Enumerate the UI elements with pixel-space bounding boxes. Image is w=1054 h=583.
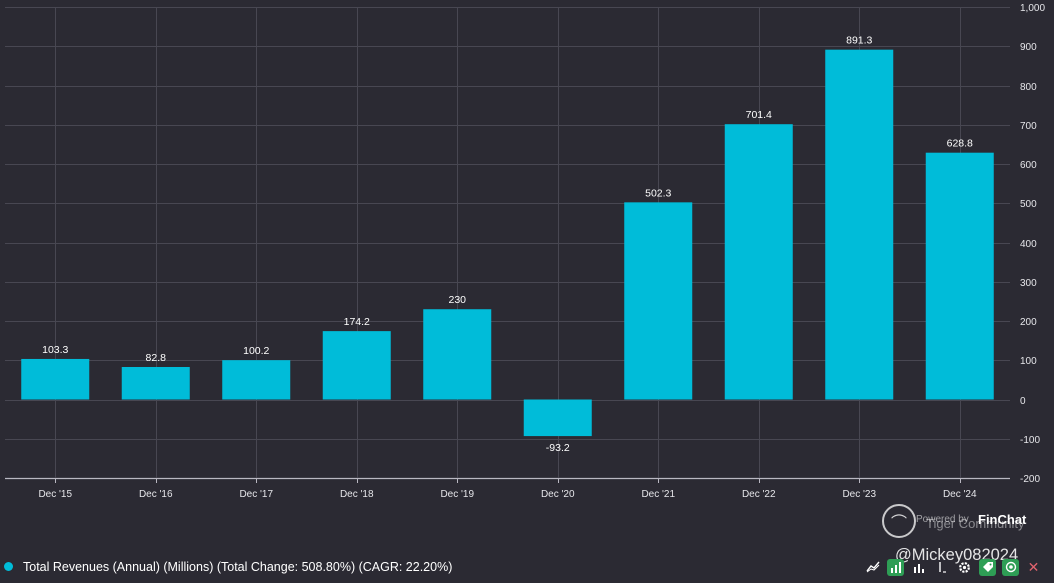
- revenue-bar-chart: 103.3 82.8 100.2 174.2 230 -93.2 502.3 701.4 891…: [5, 3, 1045, 500]
- bar[interactable]: [825, 49, 894, 400]
- y-tick-label: 300: [1020, 278, 1037, 289]
- bar[interactable]: [222, 360, 291, 400]
- y-tick-label: -200: [1020, 474, 1040, 485]
- bar[interactable]: [724, 124, 793, 400]
- x-tick-label: Dec '23: [842, 489, 876, 500]
- x-tick-label: Dec '17: [239, 489, 273, 500]
- y-tick-label: 500: [1020, 199, 1037, 210]
- close-icon[interactable]: ✕: [1027, 558, 1040, 575]
- y-axis-ticks: -200 -100 0 100 200 300 400 500 600 700 800 900 1,00…: [1020, 3, 1045, 485]
- bar-value-label: 82.8: [146, 352, 167, 364]
- bar[interactable]: [925, 152, 994, 400]
- settings-icon[interactable]: [956, 559, 973, 576]
- x-tick-label: Dec '21: [641, 489, 675, 500]
- line-chart-icon[interactable]: [864, 559, 881, 576]
- bar-value-label: 103.3: [42, 344, 68, 356]
- y-tick-label: 1,000: [1020, 3, 1045, 14]
- y-tick-label: 900: [1020, 42, 1037, 53]
- bar-value-label: 891.3: [846, 35, 872, 47]
- tag-icon[interactable]: [979, 558, 996, 576]
- bar-value-label: 701.4: [746, 109, 772, 121]
- community-text: Tiger Community: [926, 516, 1025, 531]
- legend-label[interactable]: Total Revenues (Annual) (Millions) (Tota…: [23, 559, 453, 574]
- bar[interactable]: [423, 309, 492, 400]
- y-tick-label: 400: [1020, 239, 1037, 250]
- bar-chart-alt-icon[interactable]: [910, 559, 927, 576]
- x-tick-label: Dec '24: [943, 489, 977, 500]
- y-tick-label: 100: [1020, 356, 1037, 367]
- x-tick-label: Dec '16: [139, 489, 173, 500]
- bar[interactable]: [624, 202, 693, 400]
- finchat-brand: FinChat: [978, 512, 1027, 527]
- bar-value-label: 230: [448, 294, 466, 306]
- y-tick-label: 700: [1020, 121, 1037, 132]
- y-tick-label: 800: [1020, 82, 1037, 93]
- bar-value-label: -93.2: [546, 442, 570, 454]
- bar-value-label: 628.8: [947, 138, 973, 150]
- tiger-logo-icon: ⌒: [882, 504, 916, 538]
- legend-dot-icon: [4, 562, 13, 571]
- x-tick-label: Dec '19: [440, 489, 474, 500]
- bar-value-label: 100.2: [243, 345, 269, 357]
- bar[interactable]: [121, 367, 190, 400]
- powered-by-text: Powered by: [916, 514, 969, 525]
- y-tick-label: -100: [1020, 435, 1040, 446]
- bars: [21, 49, 994, 437]
- bar[interactable]: [21, 358, 90, 400]
- chart-toolbar: ✕: [864, 558, 1042, 576]
- legend: Total Revenues (Annual) (Millions) (Tota…: [0, 550, 1054, 583]
- data-labels: 103.3 82.8 100.2 174.2 230 -93.2 502.3 701.4 891…: [42, 35, 973, 454]
- x-tick-label: Dec '15: [38, 489, 72, 500]
- bar-value-label: 174.2: [344, 316, 370, 328]
- x-axis-ticks: Dec '15 Dec '16 Dec '17 Dec '18 Dec '19 Dec '…: [38, 478, 977, 500]
- x-tick-label: Dec '18: [340, 489, 374, 500]
- text-cursor-icon[interactable]: [933, 559, 950, 576]
- finchat-watermark: ⌒ Powered by Tiger Community FinChat: [882, 504, 1054, 542]
- bar-value-label: 502.3: [645, 187, 671, 199]
- view-icon[interactable]: [1002, 558, 1019, 576]
- bar[interactable]: [322, 331, 391, 400]
- x-tick-label: Dec '20: [541, 489, 575, 500]
- x-tick-label: Dec '22: [742, 489, 776, 500]
- bar[interactable]: [523, 399, 592, 437]
- bar-chart-icon[interactable]: [887, 558, 904, 576]
- y-tick-label: 200: [1020, 317, 1037, 328]
- y-tick-label: 600: [1020, 160, 1037, 171]
- y-tick-label: 0: [1020, 396, 1026, 407]
